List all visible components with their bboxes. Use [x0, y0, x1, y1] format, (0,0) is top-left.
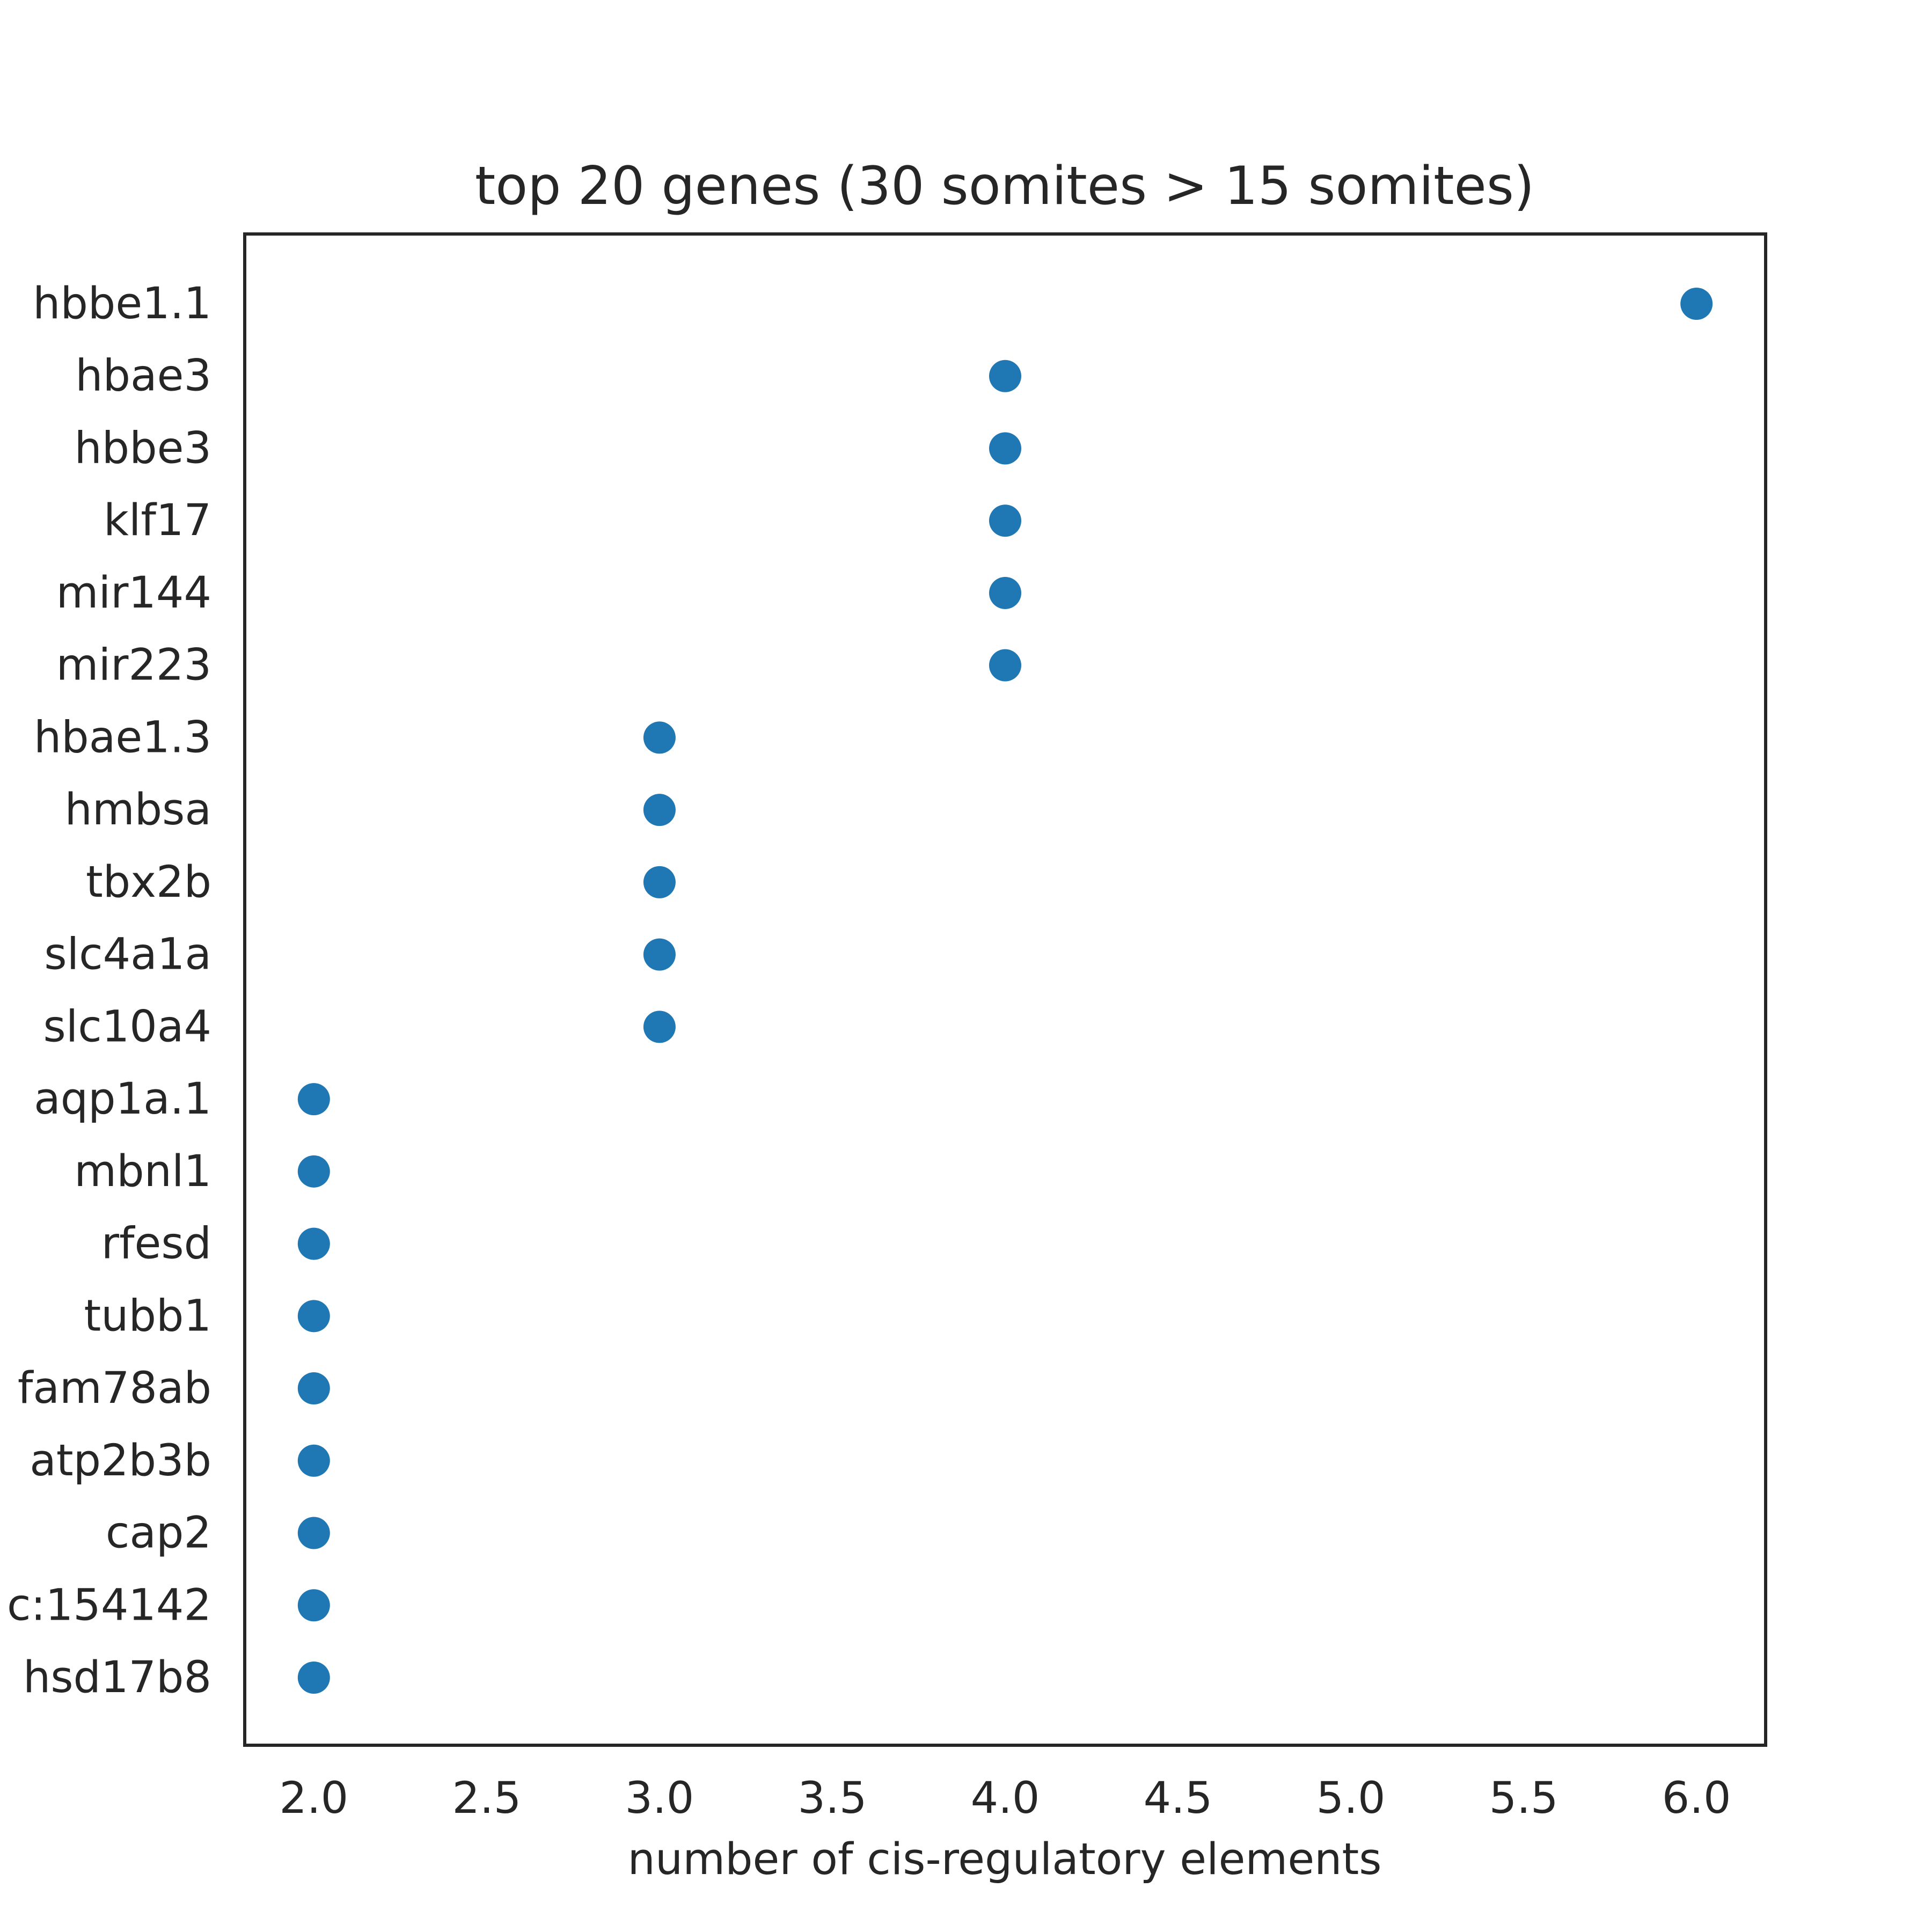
data-point-aqp1a-1	[297, 1083, 330, 1116]
data-point-c-154142	[297, 1589, 330, 1622]
x-tick-label: 3.0	[625, 1773, 694, 1824]
data-point-mir144	[989, 576, 1021, 609]
x-tick-label: 2.5	[452, 1773, 521, 1824]
data-point-klf17	[989, 504, 1021, 537]
y-tick-label: c:154142	[7, 1580, 211, 1630]
x-tick-label: 4.0	[971, 1773, 1040, 1824]
y-tick-label: klf17	[104, 495, 211, 546]
data-points	[297, 288, 1713, 1694]
data-point-hmbsa	[643, 794, 676, 826]
y-tick-label: cap2	[106, 1508, 211, 1558]
data-point-tbx2b	[643, 866, 676, 898]
y-tick-label: hsd17b8	[23, 1652, 211, 1703]
data-point-mbnl1	[297, 1155, 330, 1188]
data-point-atp2b3b	[297, 1444, 330, 1477]
data-point-cap2	[297, 1517, 330, 1549]
x-tick-label: 5.0	[1316, 1773, 1386, 1824]
y-tick-label: atp2b3b	[30, 1436, 211, 1486]
chart-title: top 20 genes (30 somites > 15 somites)	[475, 156, 1534, 217]
y-tick-label: slc10a4	[43, 1001, 211, 1052]
plot-area-frame	[243, 232, 1767, 1747]
y-tick-label: mbnl1	[74, 1146, 211, 1197]
data-point-mir223	[989, 649, 1021, 682]
x-tick-label: 3.5	[798, 1773, 867, 1824]
x-tick-label: 4.5	[1144, 1773, 1213, 1824]
data-point-slc10a4	[643, 1011, 676, 1043]
data-point-hbae1-3	[643, 721, 676, 754]
y-tick-label: hbae3	[75, 351, 211, 401]
y-tick-label: fam78ab	[18, 1363, 211, 1414]
y-tick-label: hbbe1.1	[33, 279, 211, 329]
y-tick-label: tubb1	[84, 1291, 211, 1341]
y-tick-label: aqp1a.1	[34, 1074, 211, 1124]
y-tick-label: hmbsa	[65, 785, 212, 835]
data-point-rfesd	[297, 1227, 330, 1260]
x-tick-label: 5.5	[1489, 1773, 1558, 1824]
y-tick-label: hbbe3	[74, 423, 211, 473]
y-axis-tick-labels: hbbe1.1 hbae3 hbbe3 klf17 mir144 mir223 hbae1.…	[7, 279, 211, 1703]
y-tick-label: slc4a1a	[44, 930, 211, 980]
y-tick-label: hbae1.3	[34, 712, 211, 763]
data-point-hbbe3	[989, 432, 1021, 465]
x-tick-label: 6.0	[1662, 1773, 1731, 1824]
x-axis-label: number of cis-regulatory elements	[628, 1834, 1382, 1885]
data-point-fam78ab	[297, 1372, 330, 1405]
data-point-slc4a1a	[643, 938, 676, 971]
x-tick-label: 2.0	[279, 1773, 348, 1824]
y-tick-label: mir144	[56, 568, 211, 618]
x-axis-tick-labels: 2.0 2.5 3.0 3.5 4.0 4.5 5.0 5.5 6.0	[279, 1773, 1731, 1824]
data-point-hbbe1-1	[1680, 288, 1713, 320]
data-point-tubb1	[297, 1300, 330, 1333]
data-point-hbae3	[989, 360, 1021, 392]
y-tick-label: mir223	[56, 640, 211, 691]
y-tick-label: tbx2b	[86, 857, 211, 908]
data-point-hsd17b8	[297, 1662, 330, 1694]
y-tick-label: rfesd	[101, 1219, 211, 1269]
